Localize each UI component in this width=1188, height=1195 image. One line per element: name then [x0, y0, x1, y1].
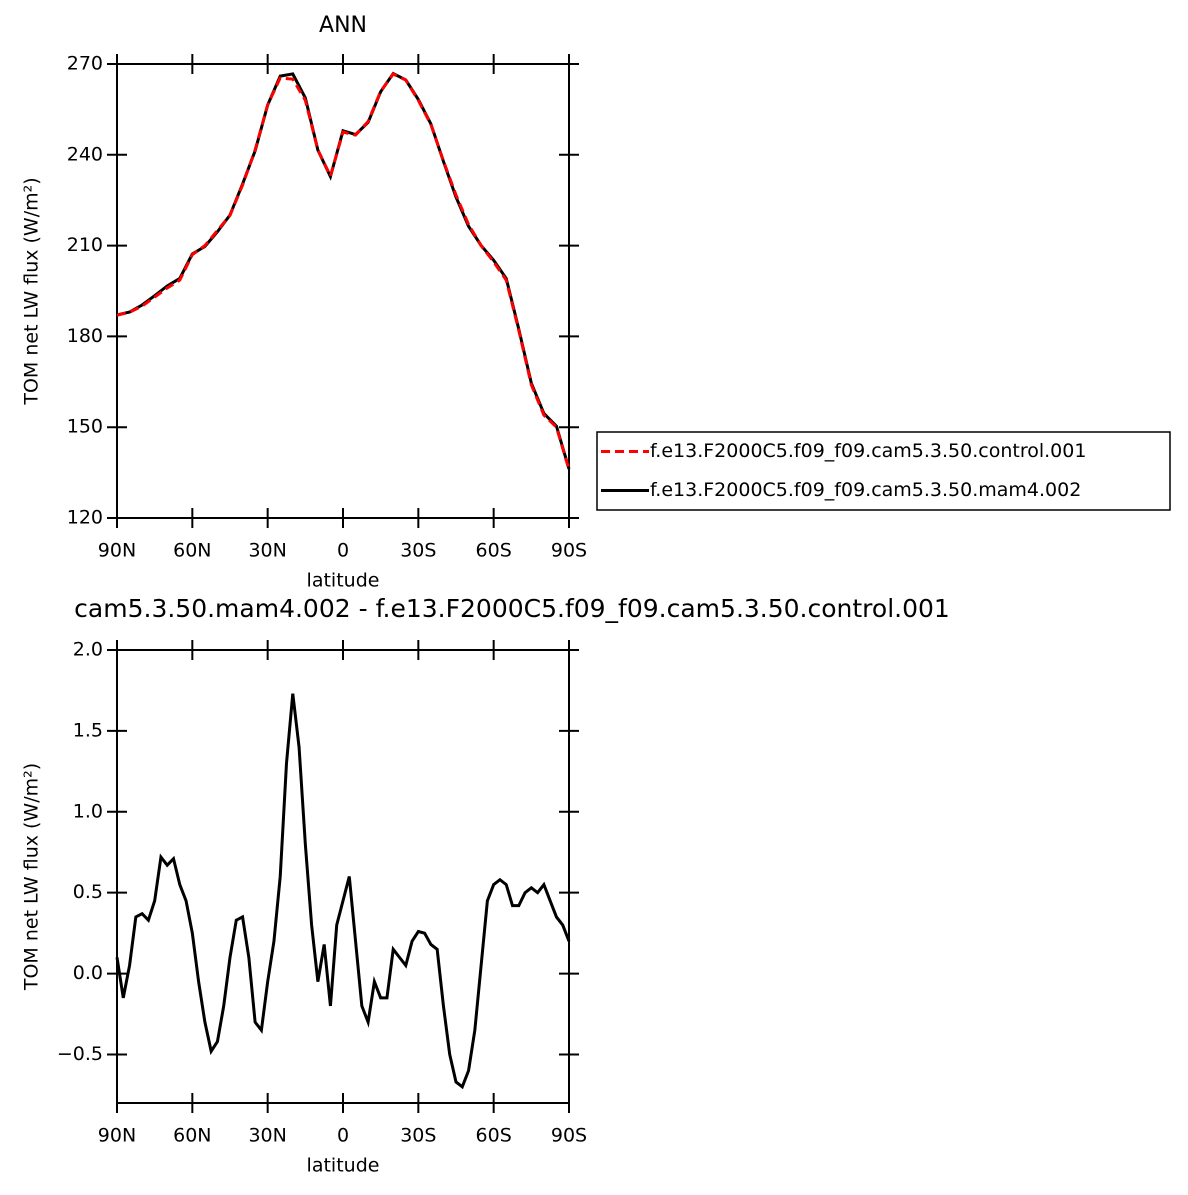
y-tick-label: 1.5	[73, 719, 103, 741]
x-tick-label: 90N	[98, 540, 136, 562]
y-tick-label: 150	[67, 416, 103, 438]
y-tick-label: 0.0	[73, 962, 103, 984]
x-tick-label: 30S	[400, 540, 436, 562]
y-tick-label: 2.0	[73, 639, 103, 661]
y-tick-label: −0.5	[57, 1043, 103, 1065]
y-tick-label: 120	[67, 507, 103, 529]
y-tick-label: 1.0	[73, 800, 103, 822]
data-line	[115, 693, 571, 1090]
x-tick-label: 0	[337, 1125, 349, 1147]
legend-label: f.e13.F2000C5.f09_f09.cam5.3.50.mam4.002	[650, 479, 1081, 501]
x-tick-label: 0	[337, 540, 349, 562]
chart-title: cam5.3.50.mam4.002 - f.e13.F2000C5.f09_f…	[74, 594, 950, 623]
plot-frame	[116, 63, 570, 519]
x-tick-label: 30S	[400, 1125, 436, 1147]
x-tick-label: 90S	[551, 540, 587, 562]
data-line	[116, 72, 571, 470]
y-axis-label: TOM net LW flux (W/m²)	[21, 763, 43, 991]
y-tick-label: 0.5	[73, 881, 103, 903]
x-tick-label: 60N	[173, 1125, 211, 1147]
legend-box	[596, 431, 1171, 511]
y-tick-label: 210	[67, 234, 103, 256]
y-tick-label: 180	[67, 325, 103, 347]
chart-title: ANN	[319, 13, 367, 38]
x-tick-label: 60S	[476, 540, 512, 562]
x-tick-label: 30N	[248, 1125, 286, 1147]
x-tick-label: 60N	[173, 540, 211, 562]
y-tick-label: 240	[67, 143, 103, 165]
y-tick-label: 270	[67, 53, 103, 75]
legend-label: f.e13.F2000C5.f09_f09.cam5.3.50.control.…	[650, 440, 1086, 462]
x-tick-label: 60S	[476, 1125, 512, 1147]
y-axis-label: TOM net LW flux (W/m²)	[21, 177, 43, 405]
x-axis-label: latitude	[307, 1155, 380, 1177]
x-tick-label: 90N	[98, 1125, 136, 1147]
x-tick-label: 90S	[551, 1125, 587, 1147]
x-tick-label: 30N	[248, 540, 286, 562]
x-axis-label: latitude	[307, 570, 380, 592]
plot-frame	[116, 649, 570, 1104]
